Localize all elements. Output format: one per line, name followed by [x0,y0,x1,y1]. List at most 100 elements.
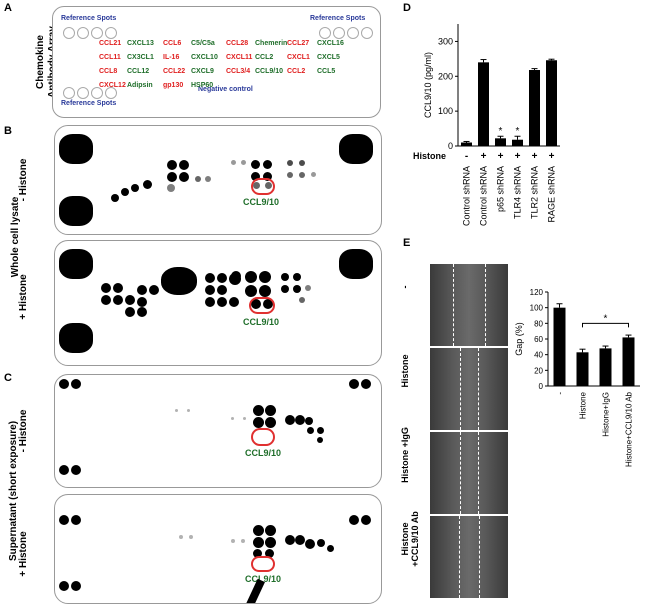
significance-star: * [604,313,608,324]
array-spot [265,405,276,416]
array-spot [243,417,246,420]
array-ring [105,87,117,99]
array-spot [259,285,271,297]
array-spot [187,409,190,412]
y-axis-label: Gap (%) [514,322,524,356]
panel-label-b: B [4,125,12,137]
array-ring [77,87,89,99]
wound-edge-line [485,264,486,346]
array-spot [285,415,295,425]
array-spot [167,184,175,192]
array-ring [91,27,103,39]
array-spot [71,465,81,475]
array-spot [281,273,289,281]
bar [576,352,589,386]
x-tick-label: TLR4 shRNA [513,166,523,219]
array-spot [217,297,227,307]
array-ring [91,87,103,99]
array-cell: CCL2 [287,68,306,75]
array-spot [205,273,215,283]
target-label: CCL9/10 [245,574,282,584]
array-spot [167,172,177,182]
array-ring [333,27,345,39]
array-spot [137,285,147,295]
blot-b-minus: CCL9/10 [54,125,382,235]
array-cell: Chemerin [255,40,288,47]
array-cell: CCL21 [99,40,122,47]
wound-image [430,432,508,514]
ref-spots-top-right: Reference Spots [310,15,366,22]
bar [553,307,566,386]
array-cell: CCL28 [226,40,249,47]
significance-bracket [582,322,629,328]
array-spot [299,172,305,178]
y-tick-label: 80 [534,319,543,328]
array-spot [241,539,245,543]
array-spot [299,297,305,303]
ref-blot [339,134,373,164]
negative-control: Negative control [198,86,253,93]
array-spot [361,379,371,389]
wound-label: Histone [400,354,410,388]
array-cell: CCL6 [163,40,182,47]
array-cell: gp130 [163,82,184,89]
array-spot [265,537,276,548]
wound-edge-line [460,348,461,430]
bar [495,138,506,146]
array-spot [253,405,264,416]
array-spot [179,160,189,170]
ref-blot [59,196,93,226]
wound-label: Histone +IgG [400,427,410,483]
array-spot [285,535,295,545]
array-spot [265,549,274,558]
target-label: CCL9/10 [243,197,280,207]
histone-sign: + [498,151,504,162]
array-spot [137,307,147,317]
x-tick-label: TLR2 shRNA [530,166,540,219]
histone-label: Histone [413,151,446,161]
array-spot [231,160,236,165]
array-spot [59,379,69,389]
target-label: CCL9/10 [245,448,282,458]
array-cell: CXCL10 [191,54,218,61]
wound-image [430,516,508,598]
array-cell: C5/C5a [191,40,215,47]
array-spot [349,379,359,389]
bar [512,139,523,146]
y-tick-label: 200 [438,71,453,81]
ref-blot [59,249,93,279]
array-spot [179,172,189,182]
array-cell: CXCL12 [99,82,126,89]
ref-spots-top-left: Reference Spots [61,15,117,22]
panel-label-c: C [4,372,12,384]
array-spot [59,581,69,591]
blot-c-plus: CCL9/10 [54,494,382,604]
array-cell: CXCL11 [226,54,253,61]
array-ring [319,27,331,39]
array-cell: CCL3/4 [226,68,251,75]
panel-c-minus-label: - Histone [18,409,29,453]
array-spot [245,271,257,283]
wound-edge-line [460,432,461,514]
array-spot [205,297,215,307]
array-ring [63,27,75,39]
array-spot [317,539,325,547]
array-spot [125,307,135,317]
array-spot [113,295,123,305]
panel-c-plus-label: + Histone [18,531,29,577]
panel-label-a: A [4,2,12,14]
array-spot [175,409,178,412]
array-spot [317,427,324,434]
array-spot [143,180,152,189]
ref-blot [59,134,93,164]
array-cell: CXCL16 [317,40,344,47]
y-tick-label: 40 [534,351,543,360]
array-ring [77,27,89,39]
array-spot [71,515,81,525]
array-spot [231,271,241,281]
bar [546,60,557,146]
array-spot [295,535,305,545]
array-spot [295,415,305,425]
y-tick-label: 0 [539,382,544,391]
array-spot [217,273,227,283]
